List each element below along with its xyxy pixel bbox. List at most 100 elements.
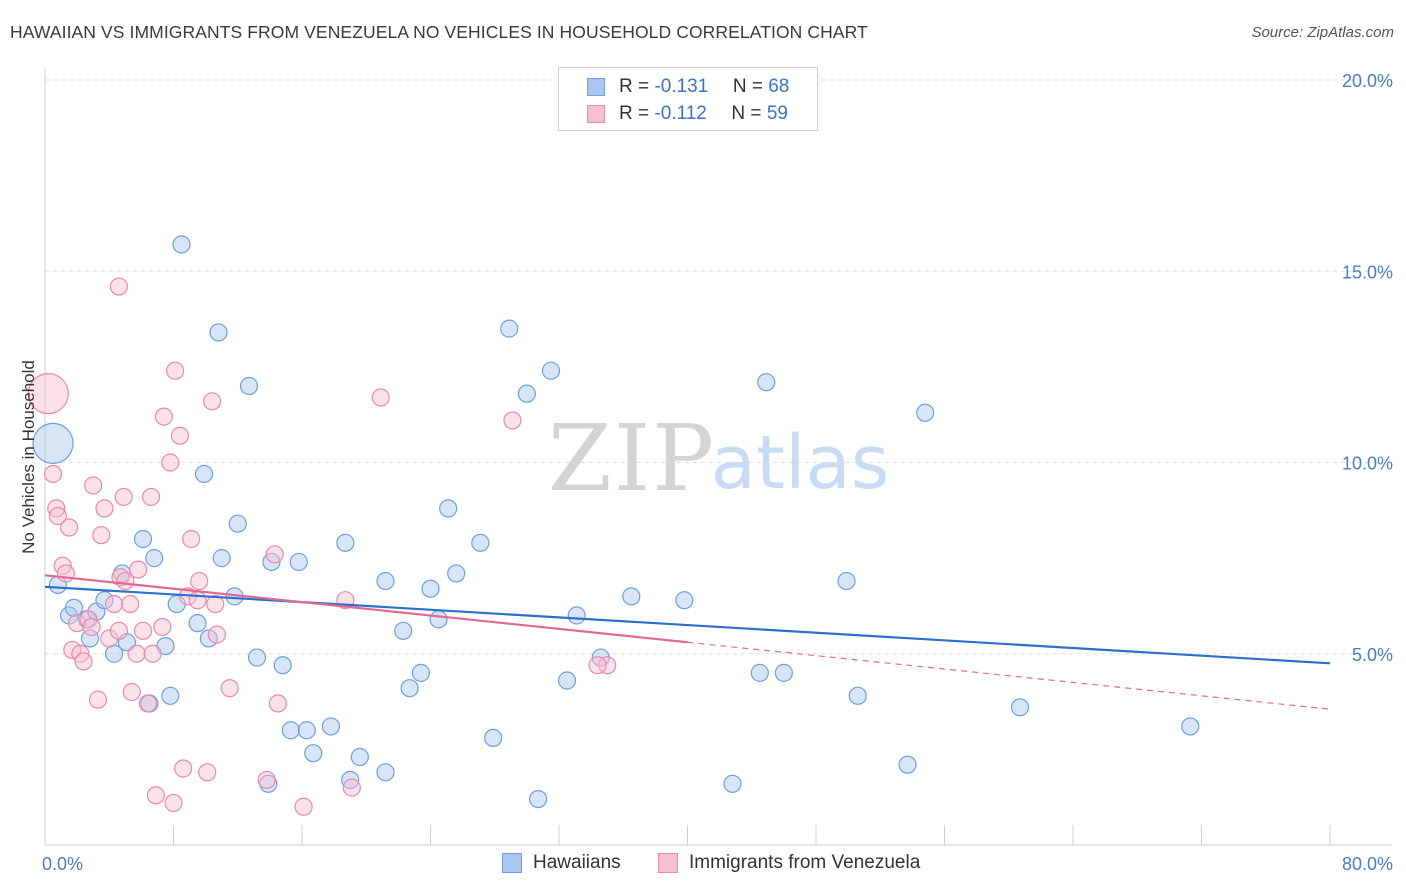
watermark-atlas: atlas: [711, 420, 890, 506]
venezuela-point: [114, 487, 133, 507]
hawaiians-point: [336, 533, 355, 552]
venezuela-point: [503, 411, 522, 430]
venezuela-point: [206, 594, 225, 614]
hawaiians-point: [529, 789, 548, 809]
venezuela-point: [121, 594, 140, 614]
y-tick-label: 20.0%: [1342, 71, 1393, 91]
series-hawaiians-points: [32, 235, 1200, 809]
hawaiians-point: [188, 614, 207, 633]
venezuela-point: [122, 682, 141, 702]
hawaiians-point: [447, 564, 466, 583]
hawaiians-point: [212, 549, 231, 568]
venezuela-point: [190, 571, 209, 591]
hawaiians-point: [916, 403, 935, 422]
venezuela-point: [182, 529, 201, 549]
hawaiians-point: [439, 499, 458, 518]
hawaiians-point: [517, 384, 536, 403]
venezuela-point: [143, 644, 162, 663]
hawaiians-point: [411, 663, 430, 682]
hawaiians-point: [567, 606, 586, 625]
legend-hawaiians-text: R = -0.131 N = 68: [619, 76, 789, 98]
venezuela-point: [82, 617, 101, 637]
venezuela-swatch: [658, 853, 678, 873]
hawaiians-point: [757, 373, 776, 392]
hawaiians-point: [239, 376, 259, 396]
y-tick-label: 5.0%: [1352, 645, 1393, 665]
chart-title: HAWAIIAN VS IMMIGRANTS FROM VENEZUELA NO…: [10, 22, 868, 42]
hawaiians-point: [304, 744, 323, 763]
y-tick-label: 15.0%: [1342, 262, 1393, 282]
venezuela-point: [129, 560, 148, 579]
hawaiians-point: [172, 235, 191, 254]
hawaiians-swatch: [502, 853, 522, 873]
watermark: ZIP atlas: [548, 405, 890, 512]
venezuela-point: [202, 392, 222, 411]
venezuela-point: [342, 778, 361, 797]
legend-venezuela-text: R = -0.112 N = 59: [619, 103, 788, 125]
hawaiians-point: [161, 686, 180, 705]
venezuela-point: [138, 694, 157, 713]
hawaiians-point: [541, 361, 561, 380]
venezuela-point: [88, 690, 108, 709]
hawaiians-point: [321, 717, 341, 736]
venezuela-point: [95, 499, 114, 518]
venezuela-point: [170, 426, 190, 445]
hawaiians-point: [848, 686, 867, 705]
venezuela-point: [598, 656, 617, 675]
hawaiians-point: [400, 679, 419, 698]
hawaiians-point: [750, 663, 769, 682]
hawaiians-point: [350, 747, 369, 767]
hawaiians-point: [80, 629, 100, 648]
legend-n-label: N =: [732, 76, 763, 97]
watermark-zip: ZIP: [548, 405, 716, 512]
venezuela-point: [294, 797, 313, 816]
hawaiians-point: [273, 656, 292, 675]
venezuela-point: [198, 763, 217, 782]
y-tick-label: 10.0%: [1342, 454, 1393, 474]
hawaiians-point: [376, 763, 395, 782]
venezuela-point: [141, 487, 161, 507]
stats-legend: R = -0.131 N = 68 R = -0.112 N = 59: [558, 67, 818, 131]
y-axis-label: No Vehicles in Household: [19, 360, 38, 554]
legend-hawaiians-r: -0.131: [654, 76, 709, 97]
venezuela-point: [109, 621, 128, 640]
legend-venezuela-r: -0.112: [654, 103, 707, 124]
bottom-legend-hawaiians-label: Hawaiians: [533, 852, 621, 873]
hawaiians-point: [194, 464, 214, 484]
venezuela-point: [100, 629, 119, 648]
venezuela-point: [265, 545, 284, 564]
venezuela-point: [56, 564, 75, 583]
venezuela-point: [104, 594, 124, 614]
venezuela-point: [109, 277, 128, 296]
hawaiians-point: [394, 621, 413, 640]
venezuela-point: [154, 407, 173, 426]
hawaiians-swatch: [587, 78, 605, 96]
venezuela-point: [166, 361, 185, 380]
venezuela-point: [127, 644, 146, 663]
legend-hawaiians-n: 68: [768, 76, 790, 97]
venezuela-point: [257, 770, 276, 790]
venezuela-point: [74, 652, 93, 671]
venezuela-point: [220, 679, 239, 698]
hawaiians-point: [898, 755, 917, 774]
venezuela-swatch: [587, 105, 605, 123]
venezuela-point: [146, 786, 165, 805]
venezuela-point: [133, 621, 153, 640]
tick-labels: 5.0% 10.0% 15.0% 20.0% 0.0% 80.0%: [42, 71, 1393, 874]
hawaiians-point: [247, 648, 267, 667]
hawaiians-point: [228, 514, 247, 533]
venezuela-point: [164, 793, 183, 813]
legend-n-label: N =: [731, 103, 762, 124]
hawaiians-point: [281, 721, 300, 740]
venezuela-point: [174, 759, 193, 778]
venezuela-point: [207, 625, 226, 644]
trend-lines: [44, 574, 1331, 710]
hawaiians-point: [145, 549, 164, 568]
venezuela-point: [43, 464, 63, 484]
venezuela-point: [153, 617, 172, 637]
legend-r-label: R =: [619, 103, 650, 124]
venezuela-point: [59, 518, 79, 537]
hawaiians-point: [471, 533, 490, 552]
hawaiians-point: [133, 529, 153, 549]
hawaiians-point: [1010, 698, 1030, 717]
